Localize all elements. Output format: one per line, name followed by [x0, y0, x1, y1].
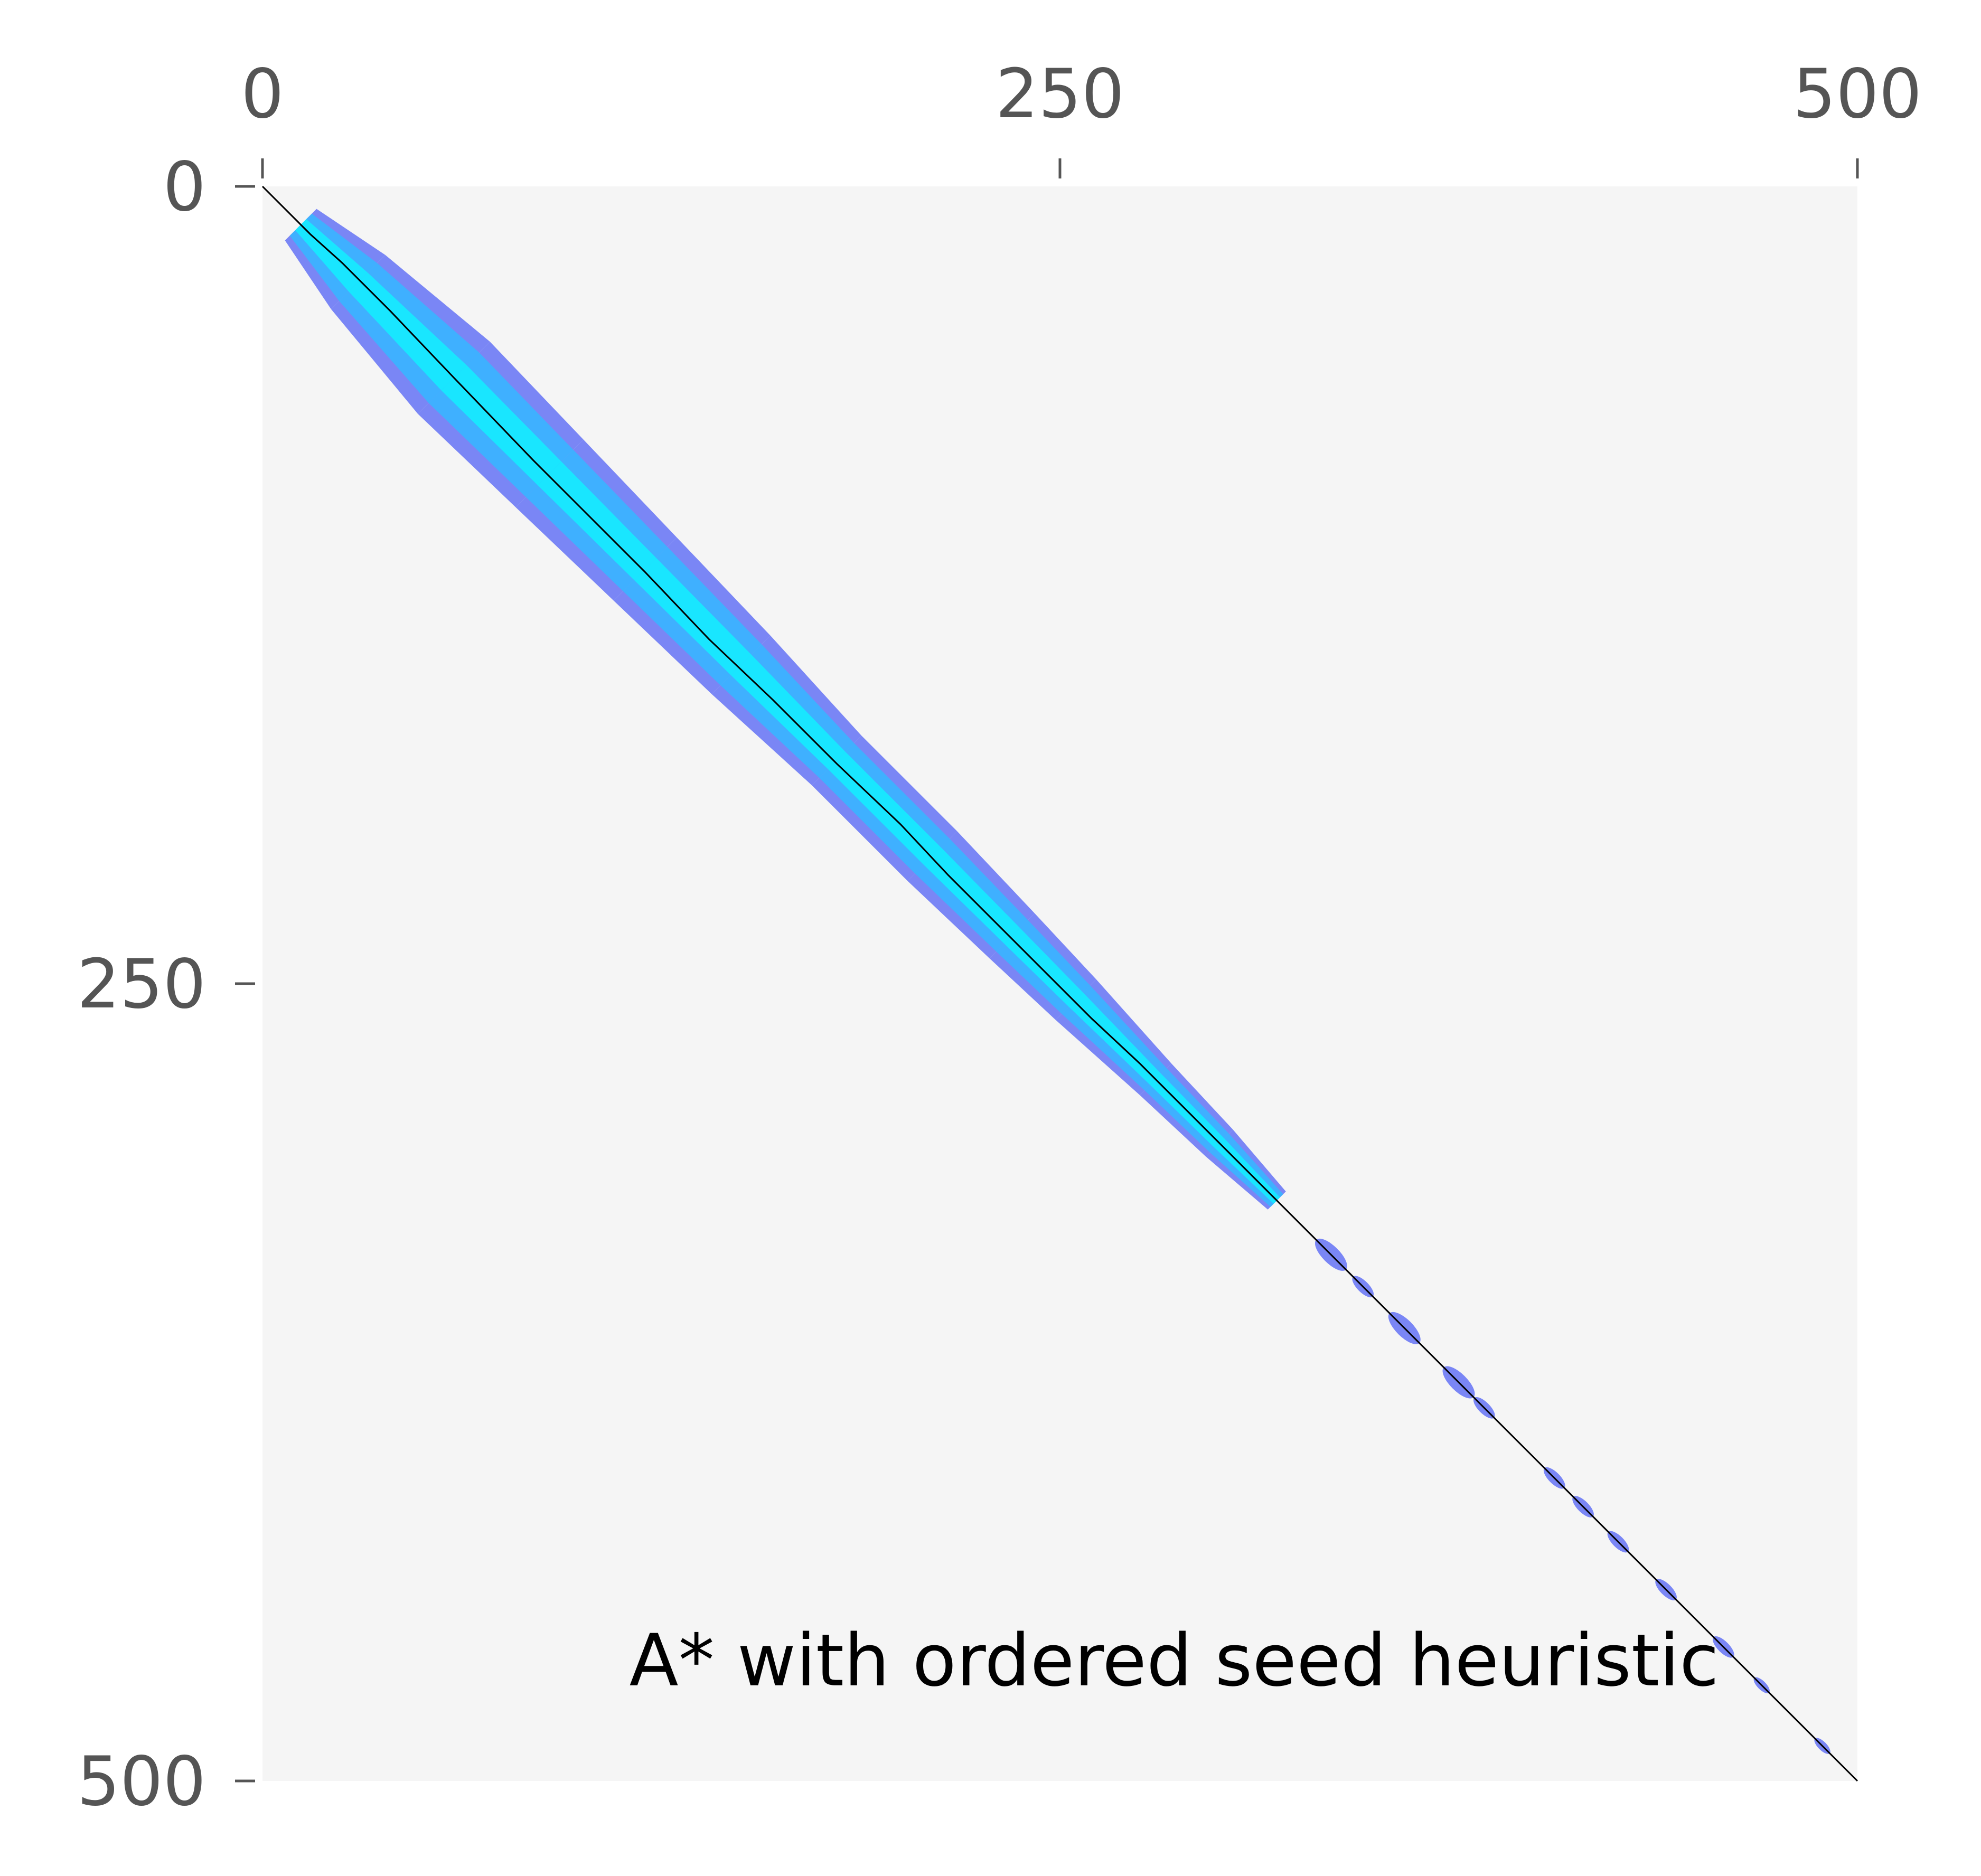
- explored-band-core-4: [634, 558, 752, 675]
- x-tick-label: 250: [996, 55, 1124, 134]
- x-axis: 0 250 500: [241, 55, 1922, 178]
- y-tick-label: 250: [77, 945, 206, 1024]
- y-tick-label: 0: [163, 148, 206, 227]
- x-tick-label: 0: [241, 55, 284, 134]
- chart-annotation: A* with ordered seed heuristic: [630, 1619, 1719, 1703]
- explored-band-core-8: [1004, 928, 1083, 1007]
- y-axis: 0 250 500: [77, 148, 255, 1821]
- y-tick-label: 500: [77, 1742, 206, 1821]
- explored-band-core-7: [924, 847, 1020, 944]
- alignment-path-line: [261, 185, 1858, 1782]
- explored-band-core-3: [538, 461, 656, 580]
- x-tick-label: 500: [1793, 55, 1922, 134]
- explored-band-core-5: [730, 654, 846, 769]
